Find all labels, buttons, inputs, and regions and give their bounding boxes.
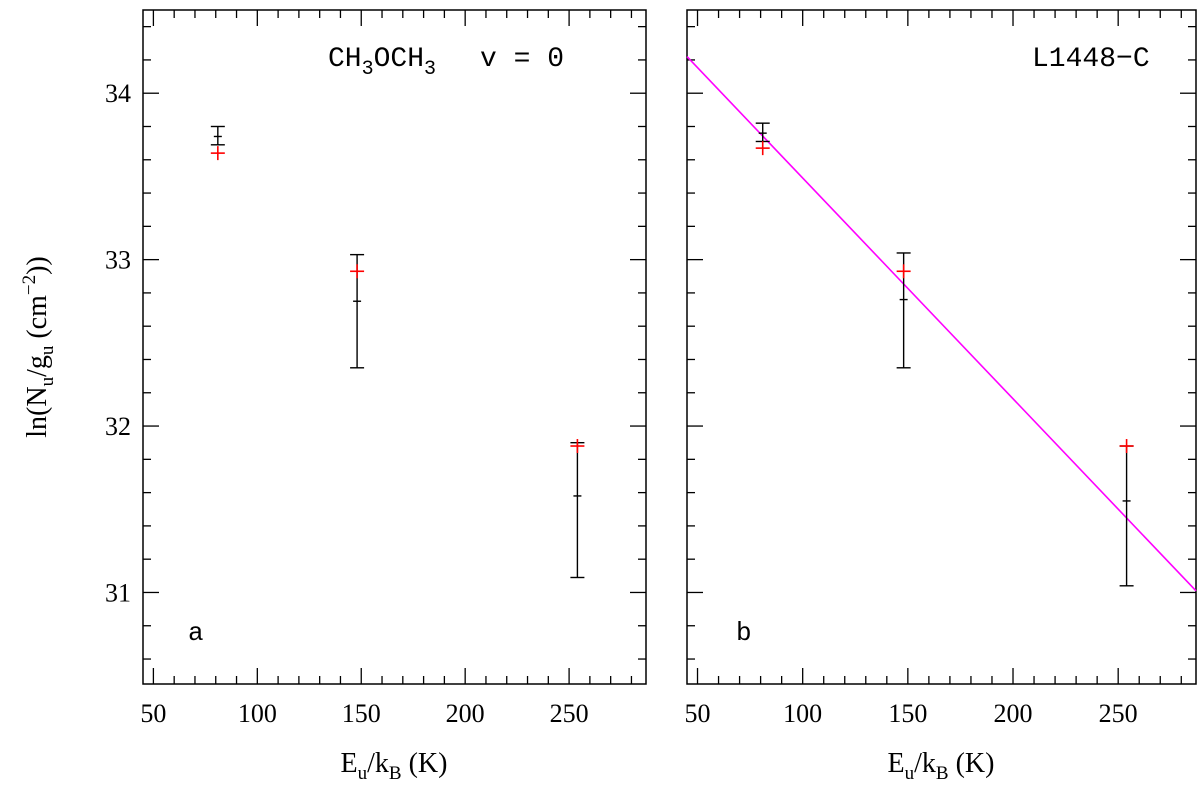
panel-b-letter: b <box>736 618 752 648</box>
x-tick-label: 100 <box>238 699 277 728</box>
y-tick-label: 32 <box>105 412 131 441</box>
panel-b-x-tick-labels: 50 100 150 200 250 <box>685 699 1138 728</box>
data-point-errorbar <box>210 125 225 146</box>
y-tick-label: 33 <box>105 246 131 275</box>
panel-b-x-axis-label: Eu/kB (K) <box>888 748 995 784</box>
panel-b-ticks <box>687 10 1196 684</box>
x-tick-label: 250 <box>550 699 589 728</box>
data-point-errorbar <box>1119 445 1134 587</box>
x-tick-label: 200 <box>994 699 1033 728</box>
panel-b: 50 100 150 200 250 L1448−C b Eu/kB (K) <box>685 9 1197 784</box>
y-tick-label: 31 <box>105 578 131 607</box>
fit-line <box>686 56 1197 592</box>
data-point-errorbar <box>755 122 770 143</box>
data-point-errorbar <box>570 441 585 579</box>
panel-a-y-tick-labels: 31 32 33 34 <box>105 79 131 607</box>
panel-a-x-axis-label: Eu/kB (K) <box>341 748 448 784</box>
model-point <box>570 439 585 454</box>
panel-a-letter: a <box>188 618 204 648</box>
x-tick-label: 200 <box>446 699 485 728</box>
model-point <box>1119 439 1134 454</box>
panel-b-frame <box>686 9 1197 685</box>
panel-a-annotation: CH3OCH3 v = 0 <box>328 44 564 81</box>
panel-a: 50 100 150 200 250 31 32 33 34 CH3OCH3 v = 0 a E… <box>19 9 647 784</box>
panel-a-ticks <box>143 10 646 684</box>
x-tick-label: 50 <box>685 699 711 728</box>
model-point <box>350 264 365 279</box>
x-tick-label: 250 <box>1099 699 1138 728</box>
model-point <box>210 146 225 161</box>
model-point <box>896 264 911 279</box>
panel-a-x-tick-labels: 50 100 150 200 250 <box>140 699 588 728</box>
x-tick-label: 100 <box>783 699 822 728</box>
x-tick-label: 50 <box>140 699 166 728</box>
panel-b-fit-layer <box>686 56 1197 592</box>
panel-b-annotation: L1448−C <box>1032 44 1150 75</box>
model-point <box>755 141 770 156</box>
panel-a-frame <box>142 9 647 685</box>
x-tick-label: 150 <box>342 699 381 728</box>
x-tick-label: 150 <box>888 699 927 728</box>
y-tick-label: 34 <box>105 79 131 108</box>
panel-a-data-layer <box>210 125 585 579</box>
y-axis-label: ln(Nu/gu (cm−2)) <box>19 256 58 438</box>
panel-b-data-layer <box>755 122 1134 587</box>
